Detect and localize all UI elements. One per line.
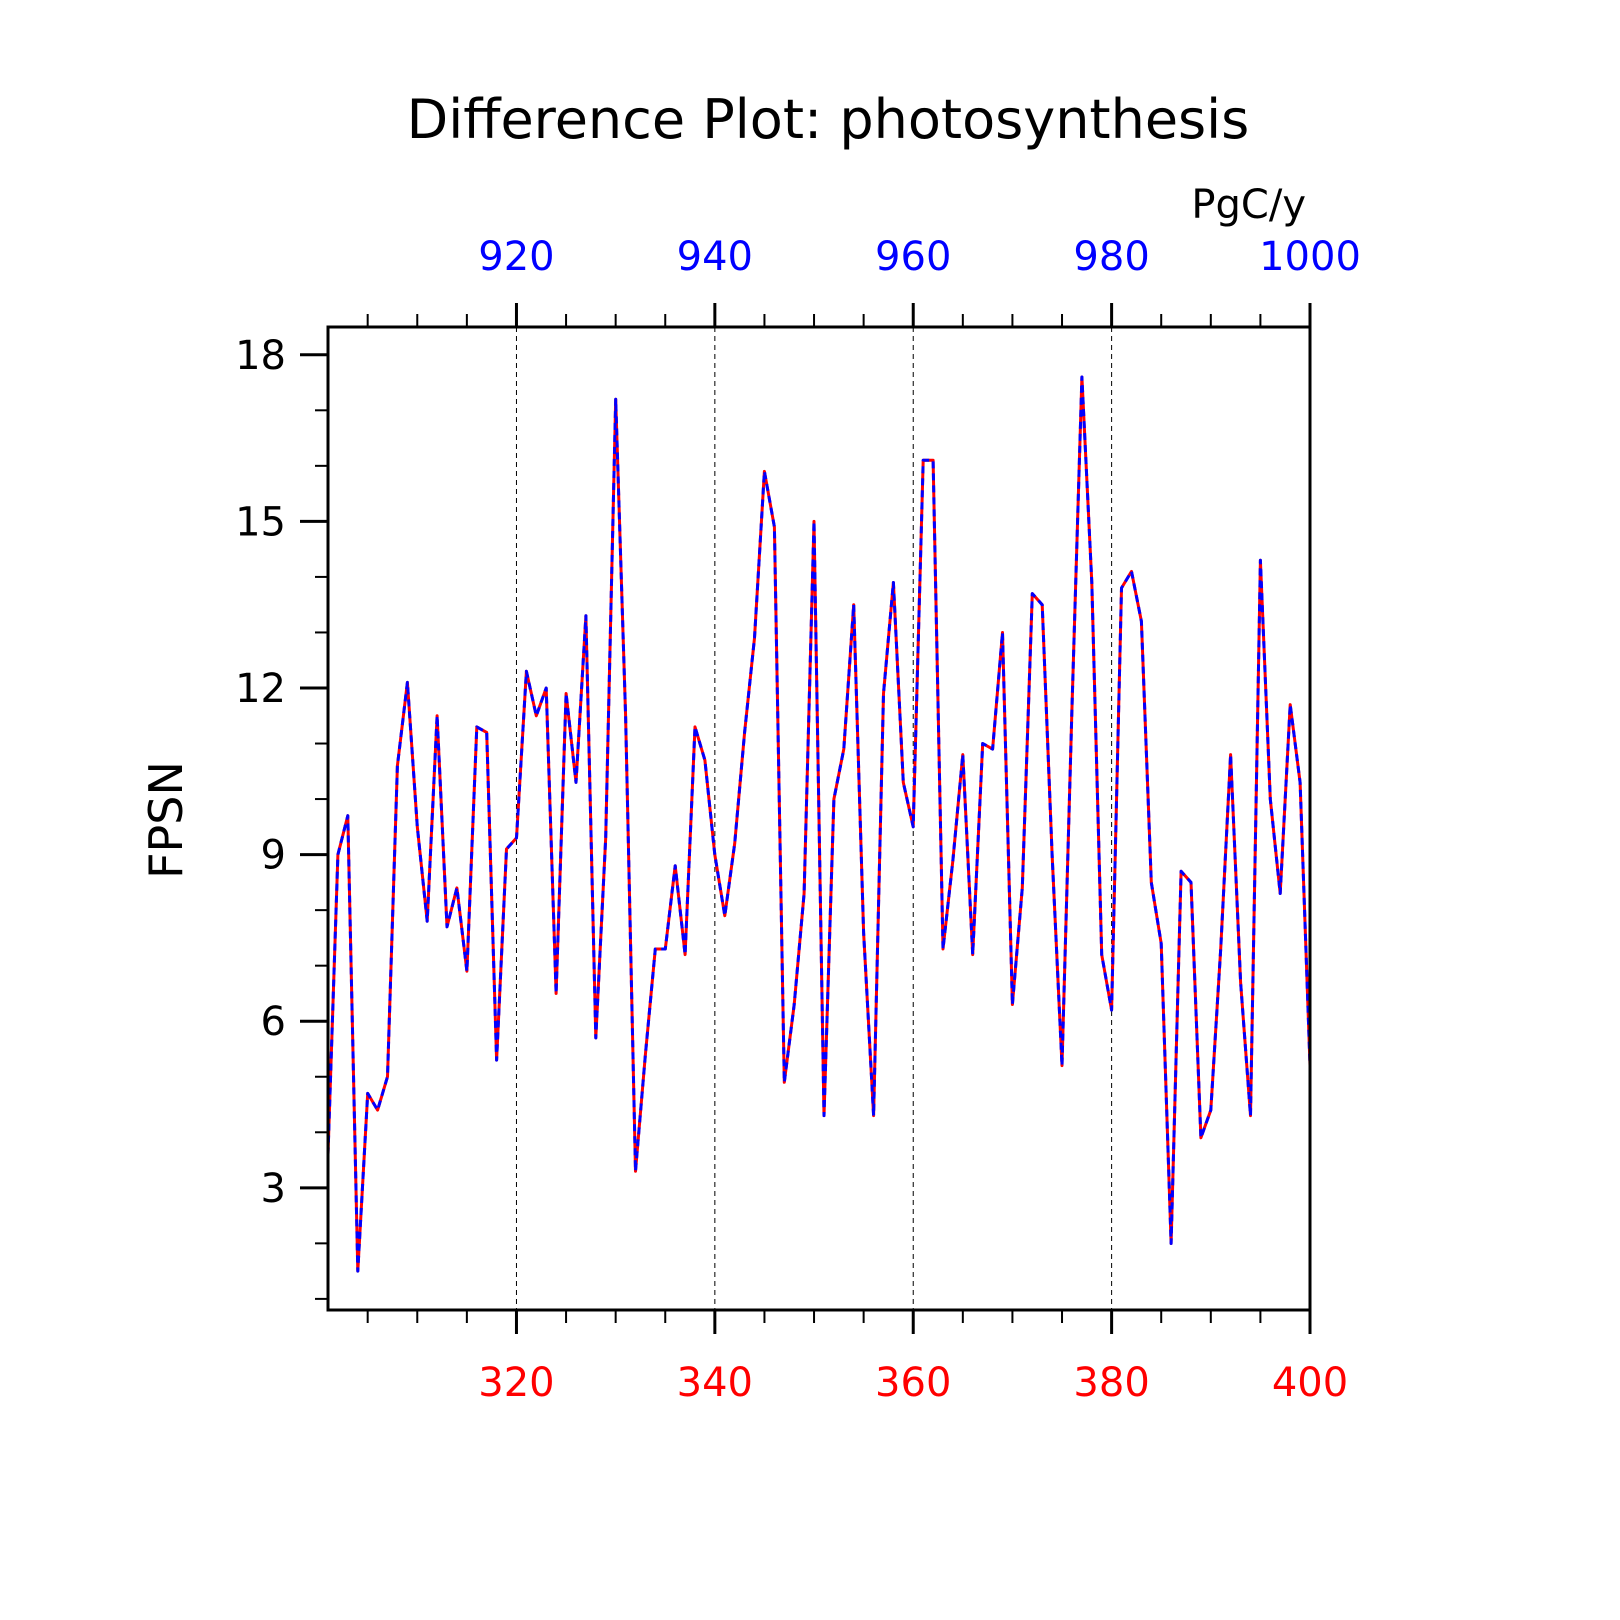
x-bottom-tick-label-1: 340 [677, 1360, 753, 1406]
y-tick-label-4: 15 [235, 499, 286, 545]
x-bottom-tick-label-4: 400 [1272, 1360, 1348, 1406]
axis-ticks [300, 303, 1312, 1334]
plot-frame [326, 325, 1312, 1312]
x-top-tick-label-2: 960 [875, 234, 951, 280]
x-top-tick-label-0: 920 [478, 234, 554, 280]
series-line-1 [326, 375, 1312, 1273]
y-tick-label-2: 9 [261, 833, 286, 879]
chart-title: Difference Plot: photosynthesis [407, 88, 1250, 151]
x-top-tick-label-1: 940 [677, 234, 753, 280]
y-tick-label-5: 18 [235, 333, 286, 379]
y-axis-label: FPSN [139, 761, 193, 879]
units-label: PgC/y [1191, 182, 1306, 228]
x-top-tick-label-3: 980 [1073, 234, 1149, 280]
series-lines [326, 375, 1312, 1273]
x-bottom-tick-label-2: 360 [875, 1360, 951, 1406]
series-line-0 [326, 375, 1312, 1273]
y-tick-label-3: 12 [235, 666, 286, 712]
tick-labels: 3 6 9 12 15 18 320 340 360 380 400 920 940 960 980 1000 [235, 234, 1361, 1406]
y-tick-label-1: 6 [261, 999, 286, 1045]
x-bottom-tick-label-3: 380 [1073, 1360, 1149, 1406]
gridlines [515, 327, 1113, 1310]
x-top-tick-label-4: 1000 [1259, 234, 1361, 280]
y-tick-label-0: 3 [261, 1166, 286, 1212]
x-bottom-tick-label-0: 320 [478, 1360, 554, 1406]
